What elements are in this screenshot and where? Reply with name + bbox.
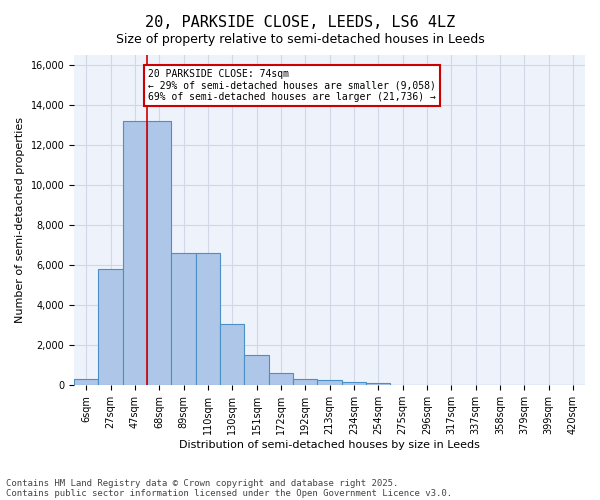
Bar (196, 253, 220, 385)
Bar (172, 253, 196, 385)
Bar (98, 269, 123, 385)
Bar (244, 355, 269, 385)
Bar (147, 121, 172, 385)
Text: Contains HM Land Registry data © Crown copyright and database right 2025.: Contains HM Land Registry data © Crown c… (6, 478, 398, 488)
Bar (342, 382, 366, 385)
Text: Size of property relative to semi-detached houses in Leeds: Size of property relative to semi-detach… (116, 32, 484, 46)
Text: Contains public sector information licensed under the Open Government Licence v3: Contains public sector information licen… (6, 488, 452, 498)
Bar (366, 383, 391, 385)
Bar (220, 324, 244, 385)
Text: 20, PARKSIDE CLOSE, LEEDS, LS6 4LZ: 20, PARKSIDE CLOSE, LEEDS, LS6 4LZ (145, 15, 455, 30)
Y-axis label: Number of semi-detached properties: Number of semi-detached properties (15, 117, 25, 323)
X-axis label: Distribution of semi-detached houses by size in Leeds: Distribution of semi-detached houses by … (179, 440, 480, 450)
Bar (123, 121, 147, 385)
Bar (269, 373, 293, 385)
Bar (74, 379, 98, 385)
Text: 20 PARKSIDE CLOSE: 74sqm
← 29% of semi-detached houses are smaller (9,058)
69% o: 20 PARKSIDE CLOSE: 74sqm ← 29% of semi-d… (148, 69, 436, 102)
Bar (293, 379, 317, 385)
Bar (317, 380, 342, 385)
